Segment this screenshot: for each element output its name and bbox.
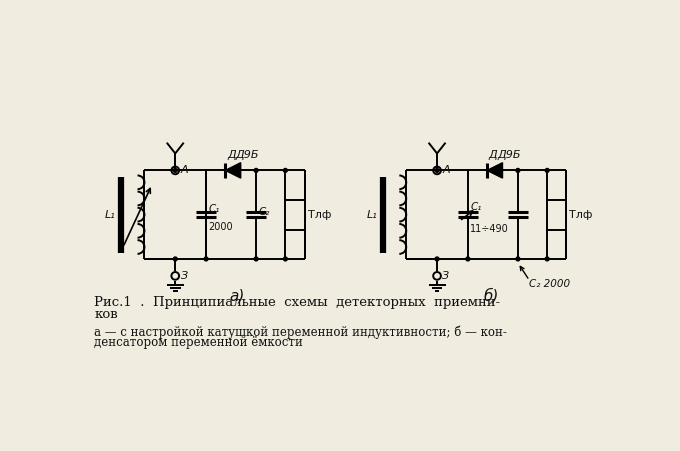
Circle shape: [435, 257, 439, 261]
Text: денсатором переменной ёмкости: денсатором переменной ёмкости: [95, 336, 303, 350]
Circle shape: [254, 257, 258, 261]
Text: Д: Д: [227, 150, 236, 160]
Text: C₁: C₁: [470, 202, 481, 212]
Text: Тлф: Тлф: [569, 210, 593, 220]
Circle shape: [516, 169, 520, 172]
Circle shape: [466, 257, 470, 261]
Circle shape: [173, 169, 177, 172]
Bar: [286, 200, 305, 230]
Circle shape: [545, 257, 549, 261]
Text: А: А: [181, 166, 188, 175]
Circle shape: [545, 169, 549, 172]
Circle shape: [516, 257, 520, 261]
Text: Д: Д: [489, 150, 498, 160]
Circle shape: [254, 169, 258, 172]
Polygon shape: [225, 163, 241, 178]
Text: Рис.1  .  Принципиальные  схемы  детекторных  приемни-: Рис.1 . Принципиальные схемы детекторных…: [95, 296, 500, 309]
Text: L₁: L₁: [105, 210, 115, 220]
Text: а — с настройкой катушкой переменной индуктивности; б — кон-: а — с настройкой катушкой переменной инд…: [95, 325, 507, 339]
Text: А: А: [443, 166, 450, 175]
Circle shape: [173, 257, 177, 261]
Circle shape: [284, 257, 287, 261]
Text: Д9Б: Д9Б: [235, 150, 258, 160]
Text: а): а): [229, 288, 245, 304]
Text: Д9Б: Д9Б: [497, 150, 520, 160]
Circle shape: [435, 169, 439, 172]
Text: З: З: [443, 271, 449, 281]
Polygon shape: [487, 163, 503, 178]
Text: Тлф: Тлф: [307, 210, 331, 220]
Text: ков: ков: [95, 308, 118, 321]
Text: 11÷490: 11÷490: [470, 224, 509, 234]
Text: б): б): [483, 288, 498, 304]
Text: C₁: C₁: [208, 204, 220, 214]
Circle shape: [204, 257, 208, 261]
Text: C₂: C₂: [258, 207, 270, 217]
Text: 2000: 2000: [208, 222, 233, 232]
Circle shape: [284, 169, 287, 172]
Bar: [547, 200, 566, 230]
Text: C₂ 2000: C₂ 2000: [530, 279, 571, 289]
Text: З: З: [181, 271, 188, 281]
Text: L₁: L₁: [367, 210, 377, 220]
